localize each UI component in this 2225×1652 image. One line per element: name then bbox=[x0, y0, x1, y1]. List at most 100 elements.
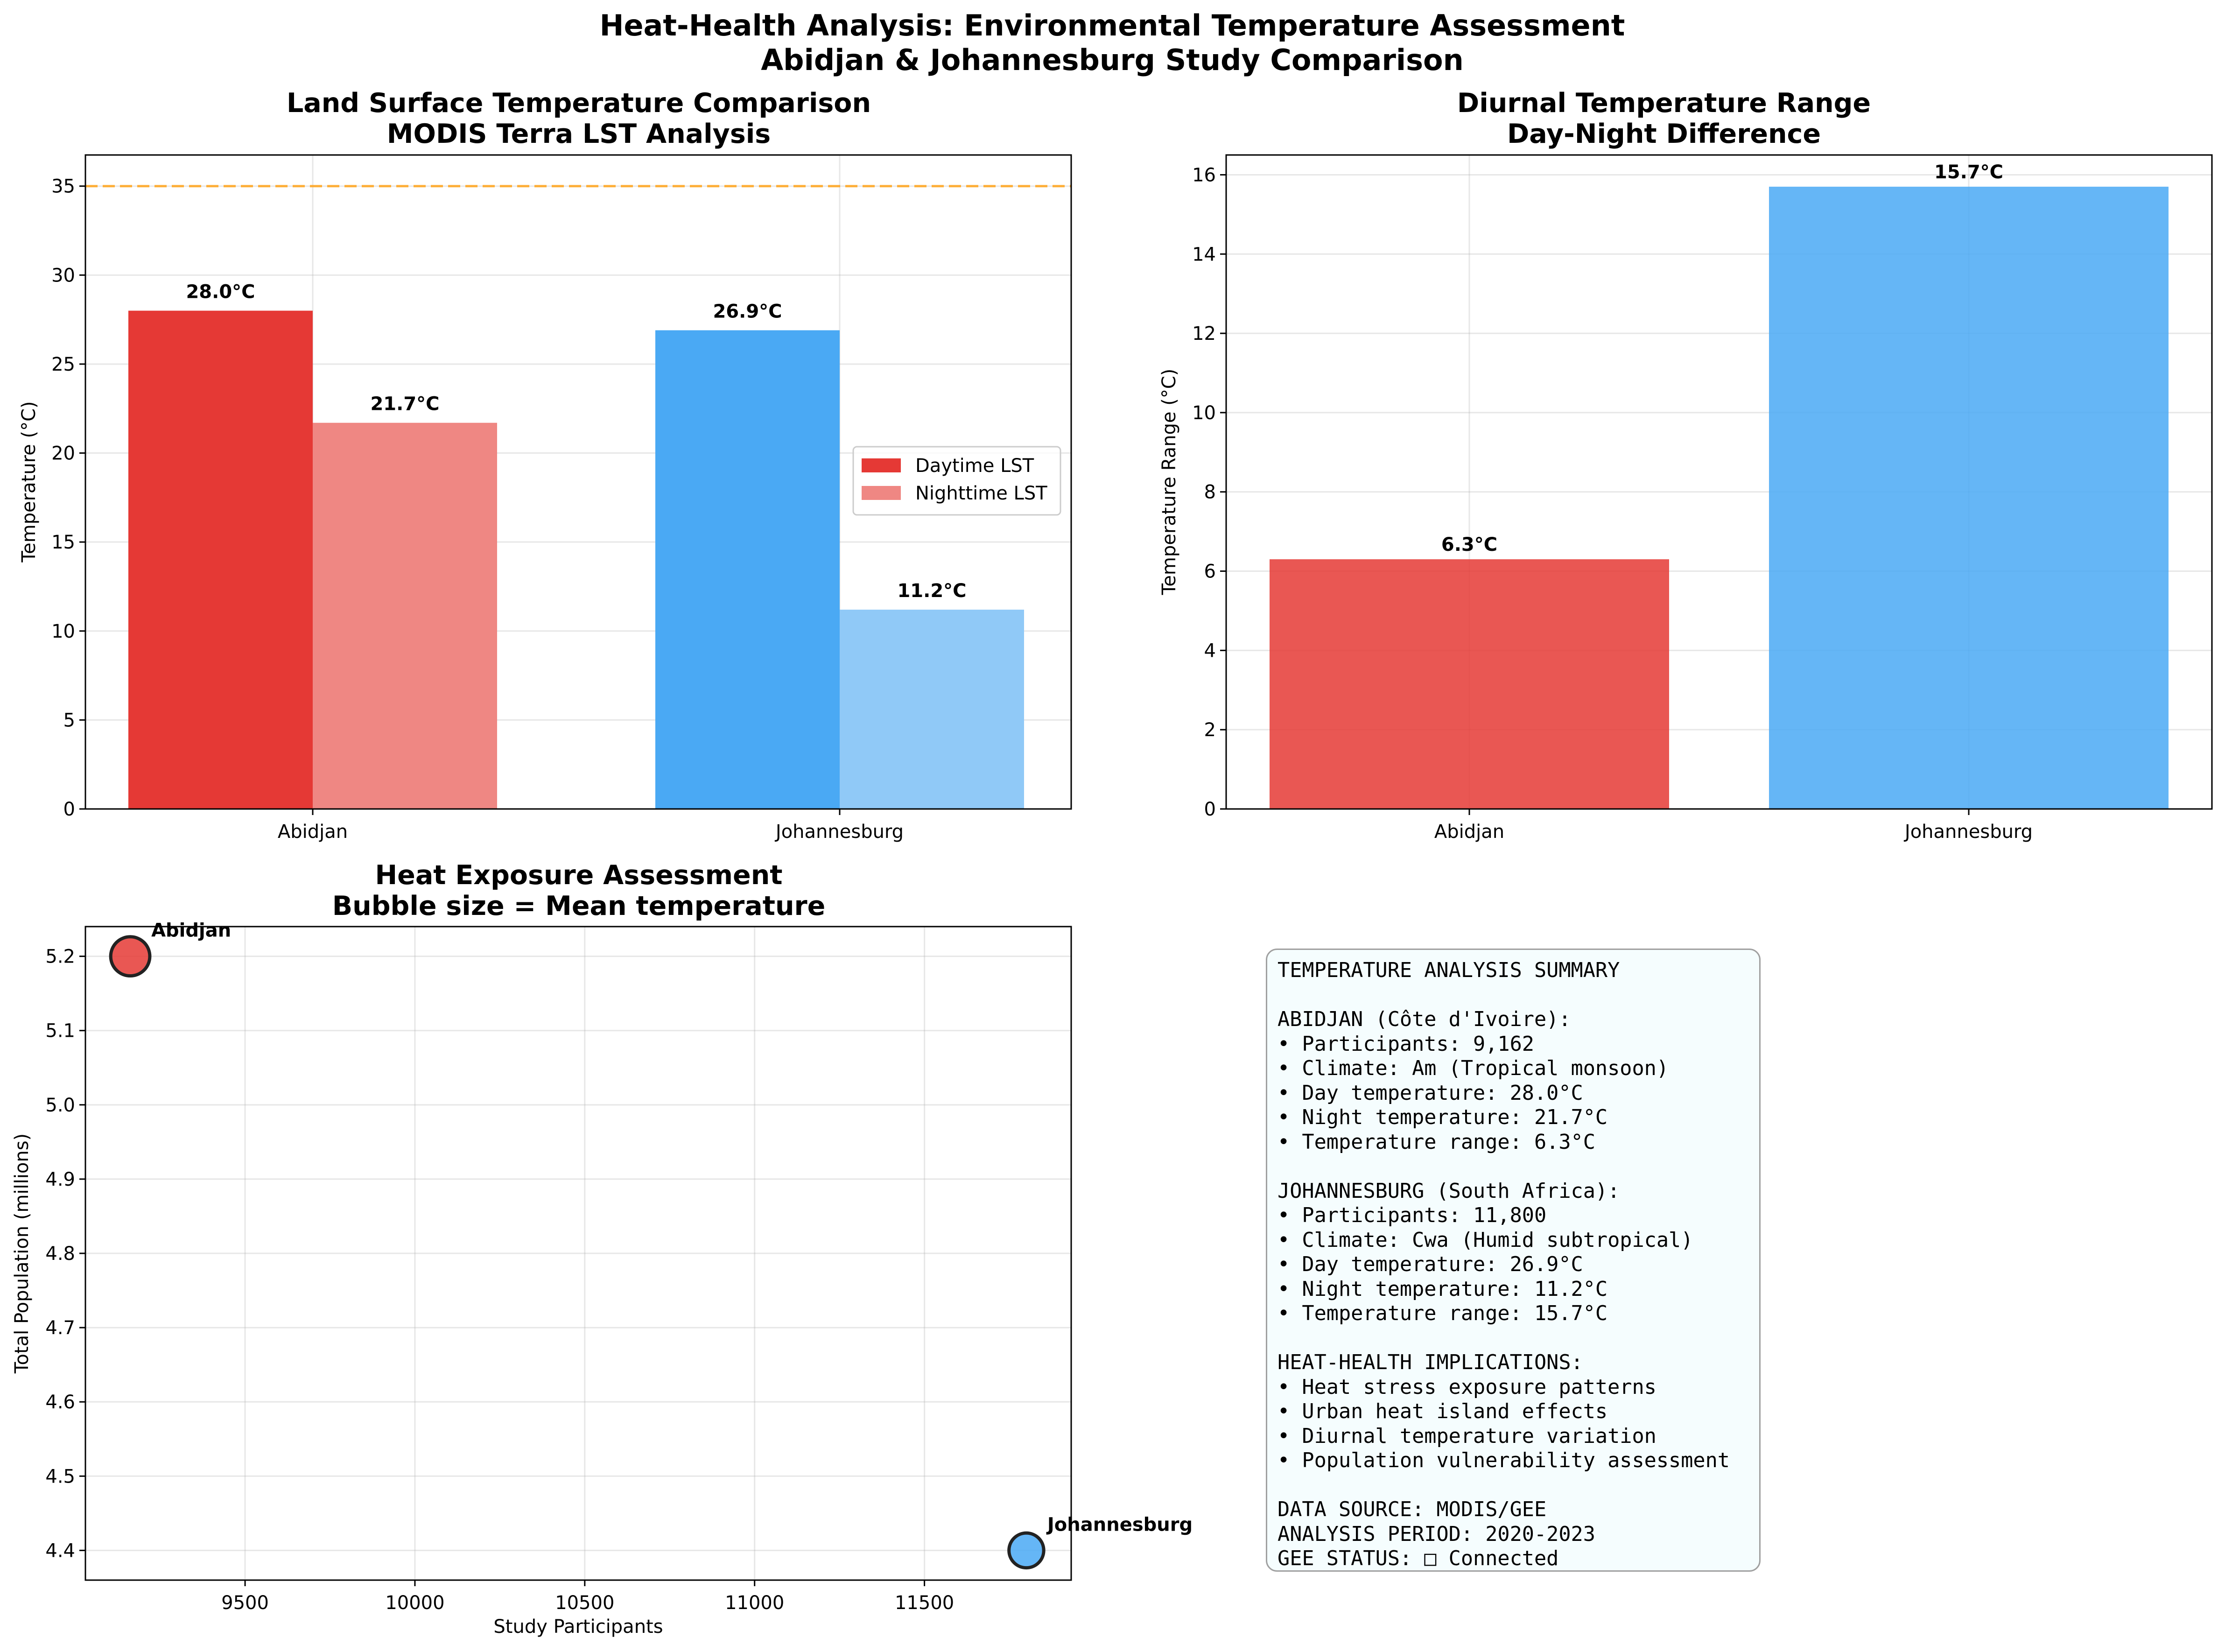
lst-ytick-label: 5 bbox=[63, 710, 75, 731]
summary-line: HEAT-HEALTH IMPLICATIONS: bbox=[1277, 1351, 1583, 1374]
diurnal-ytick-label: 10 bbox=[1192, 402, 1216, 424]
diurnal-ytick-label: 16 bbox=[1192, 164, 1216, 186]
summary-line: • Day temperature: 28.0°C bbox=[1277, 1081, 1583, 1105]
exposure-ytick-label: 4.5 bbox=[45, 1466, 75, 1487]
summary-line bbox=[1277, 1154, 1759, 1179]
diurnal-chart-title-line1: Diurnal Temperature Range bbox=[1457, 88, 1871, 119]
summary-line: • Night temperature: 11.2°C bbox=[1277, 1277, 1608, 1301]
lst-chart-frame bbox=[84, 154, 1072, 810]
diurnal-ytick-label: 2 bbox=[1204, 719, 1216, 741]
exposure-xtick-label: 10500 bbox=[555, 1592, 614, 1614]
diurnal-bar-data-label: 15.7°C bbox=[1934, 162, 2003, 183]
summary-line: • Day temperature: 26.9°C bbox=[1277, 1253, 1583, 1276]
summary-box: TEMPERATURE ANALYSIS SUMMARY ABIDJAN (Côt… bbox=[1266, 949, 1761, 1572]
diurnal-bar bbox=[1270, 559, 1669, 809]
lst-comparison-chart: Land Surface Temperature Comparison MODI… bbox=[18, 88, 1072, 843]
diurnal-ytick-label: 6 bbox=[1204, 561, 1216, 583]
diurnal-ytick-label: 4 bbox=[1204, 640, 1216, 661]
exposure-point-label: Johannesburg bbox=[1046, 1514, 1193, 1535]
summary-line: • Diurnal temperature variation bbox=[1277, 1424, 1656, 1448]
lst-bar-data-label: 28.0°C bbox=[186, 281, 255, 303]
diurnal-chart-ylabel: Temperature Range (°C) bbox=[1158, 369, 1180, 596]
lst-chart-title-line2: MODIS Terra LST Analysis bbox=[387, 119, 771, 149]
summary-line: TEMPERATURE ANALYSIS SUMMARY bbox=[1277, 959, 1620, 982]
lst-xtick-label: Abidjan bbox=[278, 821, 348, 843]
diurnal-xtick-label: Johannesburg bbox=[1903, 821, 2033, 843]
summary-line: • Climate: Cwa (Humid subtropical) bbox=[1277, 1228, 1693, 1252]
lst-bar-data-label: 26.9°C bbox=[713, 301, 782, 323]
summary-line: • Urban heat island effects bbox=[1277, 1400, 1608, 1423]
exposure-xtick-label: 11500 bbox=[895, 1592, 954, 1614]
summary-line: JOHANNESBURG (South Africa): bbox=[1277, 1179, 1620, 1203]
diurnal-ytick-label: 14 bbox=[1192, 244, 1216, 265]
lst-bar-data-label: 11.2°C bbox=[897, 580, 966, 602]
lst-ytick-label: 35 bbox=[51, 176, 75, 197]
diurnal-ytick-label: 8 bbox=[1204, 482, 1216, 503]
exposure-chart-ylabel: Total Population (millions) bbox=[11, 1133, 33, 1374]
exposure-bubble bbox=[1007, 1531, 1046, 1570]
legend-swatch-daytime bbox=[862, 458, 901, 472]
summary-line: ABIDJAN (Côte d'Ivoire): bbox=[1277, 1008, 1571, 1031]
exposure-chart-title-line2: Bubble size = Mean temperature bbox=[332, 891, 826, 921]
diurnal-ytick-label: 0 bbox=[1204, 799, 1216, 820]
exposure-ytick-label: 4.7 bbox=[45, 1317, 75, 1339]
lst-ytick-label: 25 bbox=[51, 354, 75, 375]
lst-bar bbox=[128, 310, 313, 809]
exposure-xtick-label: 10000 bbox=[385, 1592, 444, 1614]
diurnal-chart-frame bbox=[1225, 154, 2213, 810]
diurnal-range-chart: Diurnal Temperature Range Day-Night Diff… bbox=[1158, 88, 2213, 843]
summary-line: • Participants: 11,800 bbox=[1277, 1204, 1547, 1227]
legend-swatch-nighttime bbox=[862, 486, 901, 500]
summary-line: • Heat stress exposure patterns bbox=[1277, 1375, 1656, 1399]
lst-bar bbox=[840, 610, 1024, 809]
exposure-ytick-label: 4.4 bbox=[45, 1540, 75, 1561]
lst-ytick-label: 10 bbox=[51, 621, 75, 642]
exposure-xtick-label: 9500 bbox=[221, 1592, 269, 1614]
legend-label-daytime: Daytime LST bbox=[915, 455, 1034, 477]
summary-line: DATA SOURCE: MODIS/GEE bbox=[1277, 1498, 1547, 1521]
summary-line: • Temperature range: 6.3°C bbox=[1277, 1130, 1595, 1154]
summary-line: • Temperature range: 15.7°C bbox=[1277, 1302, 1608, 1325]
summary-line: • Night temperature: 21.7°C bbox=[1277, 1106, 1608, 1129]
exposure-chart-xlabel: Study Participants bbox=[493, 1616, 663, 1638]
lst-bar-data-label: 21.7°C bbox=[370, 394, 439, 415]
lst-chart-legend: Daytime LST Nighttime LST bbox=[852, 446, 1061, 516]
lst-chart-title-line1: Land Surface Temperature Comparison bbox=[287, 88, 871, 119]
exposure-ytick-label: 5.2 bbox=[45, 946, 75, 968]
diurnal-bar bbox=[1769, 186, 2169, 809]
lst-ytick-label: 15 bbox=[51, 532, 75, 553]
exposure-ytick-label: 5.0 bbox=[45, 1095, 75, 1116]
summary-line bbox=[1277, 983, 1759, 1008]
summary-line: • Climate: Am (Tropical monsoon) bbox=[1277, 1057, 1669, 1080]
exposure-ytick-label: 4.9 bbox=[45, 1169, 75, 1190]
figure-title-line1: Heat-Health Analysis: Environmental Temp… bbox=[600, 8, 1625, 42]
exposure-chart-title-line1: Heat Exposure Assessment bbox=[375, 860, 782, 891]
lst-xtick-label: Johannesburg bbox=[774, 821, 904, 843]
summary-line: ANALYSIS PERIOD: 2020-2023 bbox=[1277, 1522, 1595, 1546]
exposure-xtick-label: 11000 bbox=[725, 1592, 784, 1614]
exposure-point-label: Abidjan bbox=[151, 920, 231, 942]
lst-ytick-label: 30 bbox=[51, 265, 75, 286]
lst-bar bbox=[655, 330, 840, 809]
lst-bar bbox=[313, 422, 497, 809]
lst-chart-ylabel: Temperature (°C) bbox=[18, 401, 40, 562]
exposure-bubble bbox=[109, 935, 152, 978]
summary-line: • Participants: 9,162 bbox=[1277, 1032, 1534, 1056]
lst-ytick-label: 0 bbox=[63, 799, 75, 820]
diurnal-bar-data-label: 6.3°C bbox=[1441, 534, 1497, 555]
diurnal-xtick-label: Abidjan bbox=[1434, 821, 1504, 843]
diurnal-ytick-label: 12 bbox=[1192, 323, 1216, 344]
lst-ytick-label: 20 bbox=[51, 443, 75, 464]
heat-exposure-chart: Heat Exposure Assessment Bubble size = M… bbox=[11, 860, 1193, 1638]
diurnal-chart-title-line2: Day-Night Difference bbox=[1507, 119, 1821, 149]
exposure-ytick-label: 4.8 bbox=[45, 1243, 75, 1265]
figure-title-line2: Abidjan & Johannesburg Study Comparison bbox=[761, 43, 1464, 77]
summary-line bbox=[1277, 1326, 1759, 1351]
summary-line bbox=[1277, 1473, 1759, 1498]
summary-line: • Population vulnerability assessment bbox=[1277, 1449, 1730, 1472]
exposure-ytick-label: 4.6 bbox=[45, 1392, 75, 1413]
summary-line: GEE STATUS: □ Connected bbox=[1277, 1547, 1559, 1570]
exposure-ytick-label: 5.1 bbox=[45, 1020, 75, 1042]
legend-label-nighttime: Nighttime LST bbox=[915, 483, 1047, 504]
